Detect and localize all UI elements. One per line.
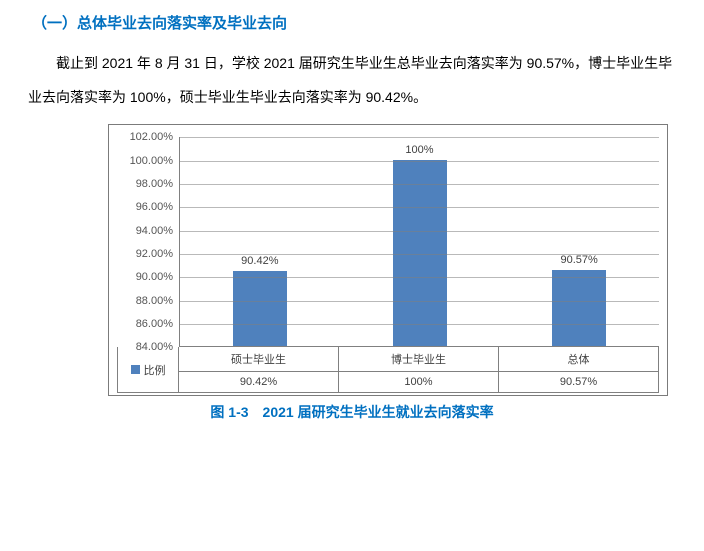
y-axis-tick-label: 92.00% — [136, 248, 173, 260]
chart-legend: 比例 — [117, 347, 179, 393]
gridline — [180, 277, 659, 278]
y-axis-tick-label: 100.00% — [130, 155, 173, 167]
bar: 90.42% — [233, 271, 287, 346]
y-axis-tick-label: 94.00% — [136, 225, 173, 237]
section-heading: （一）总体毕业去向落实率及毕业去向 — [32, 12, 676, 33]
chart-plot-area: 90.42% 100% 90.57% — [179, 137, 659, 347]
bar-slot: 90.57% — [499, 137, 659, 346]
gridline — [180, 254, 659, 255]
gridline — [180, 231, 659, 232]
category-label: 总体 — [499, 347, 659, 372]
bar-value-label: 100% — [405, 144, 433, 156]
category-value: 90.57% — [499, 372, 659, 393]
y-axis-tick-label: 88.00% — [136, 295, 173, 307]
bar-value-label: 90.57% — [561, 254, 598, 266]
bar-slot: 100% — [340, 137, 500, 346]
chart-data-table: 比例 硕士毕业生90.42%博士毕业生100%总体90.57% — [117, 347, 659, 393]
legend-swatch-icon — [131, 365, 140, 374]
chart-caption: 图 1-3 2021 届研究生毕业生就业去向落实率 — [28, 402, 676, 422]
category-value: 90.42% — [179, 372, 339, 393]
gridline — [180, 207, 659, 208]
data-table-column: 博士毕业生100% — [339, 347, 499, 393]
y-axis-tick-label: 84.00% — [136, 341, 173, 353]
category-label: 博士毕业生 — [339, 347, 499, 372]
y-axis-tick-label: 86.00% — [136, 318, 173, 330]
y-axis-tick-label: 90.00% — [136, 271, 173, 283]
y-axis-tick-label: 102.00% — [130, 131, 173, 143]
bar: 90.57% — [552, 270, 606, 347]
legend-label: 比例 — [144, 362, 166, 378]
bar-slot: 90.42% — [180, 137, 340, 346]
category-value: 100% — [339, 372, 499, 393]
y-axis-tick-label: 96.00% — [136, 201, 173, 213]
bar-value-label: 90.42% — [241, 255, 278, 267]
gridline — [180, 324, 659, 325]
gridline — [180, 301, 659, 302]
y-axis-tick-label: 98.00% — [136, 178, 173, 190]
chart-y-axis: 84.00%86.00%88.00%90.00%92.00%94.00%96.0… — [117, 137, 179, 347]
body-paragraph: 截止到 2021 年 8 月 31 日，学校 2021 届研究生毕业生总毕业去向… — [28, 47, 676, 114]
data-table-column: 总体90.57% — [499, 347, 659, 393]
gridline — [180, 184, 659, 185]
gridline — [180, 137, 659, 138]
category-label: 硕士毕业生 — [179, 347, 339, 372]
data-table-column: 硕士毕业生90.42% — [179, 347, 339, 393]
chart-container: 84.00% 86.00% 88.00% 90.00% 92.00% 94.00% 96.0… — [108, 124, 668, 396]
gridline — [180, 161, 659, 162]
